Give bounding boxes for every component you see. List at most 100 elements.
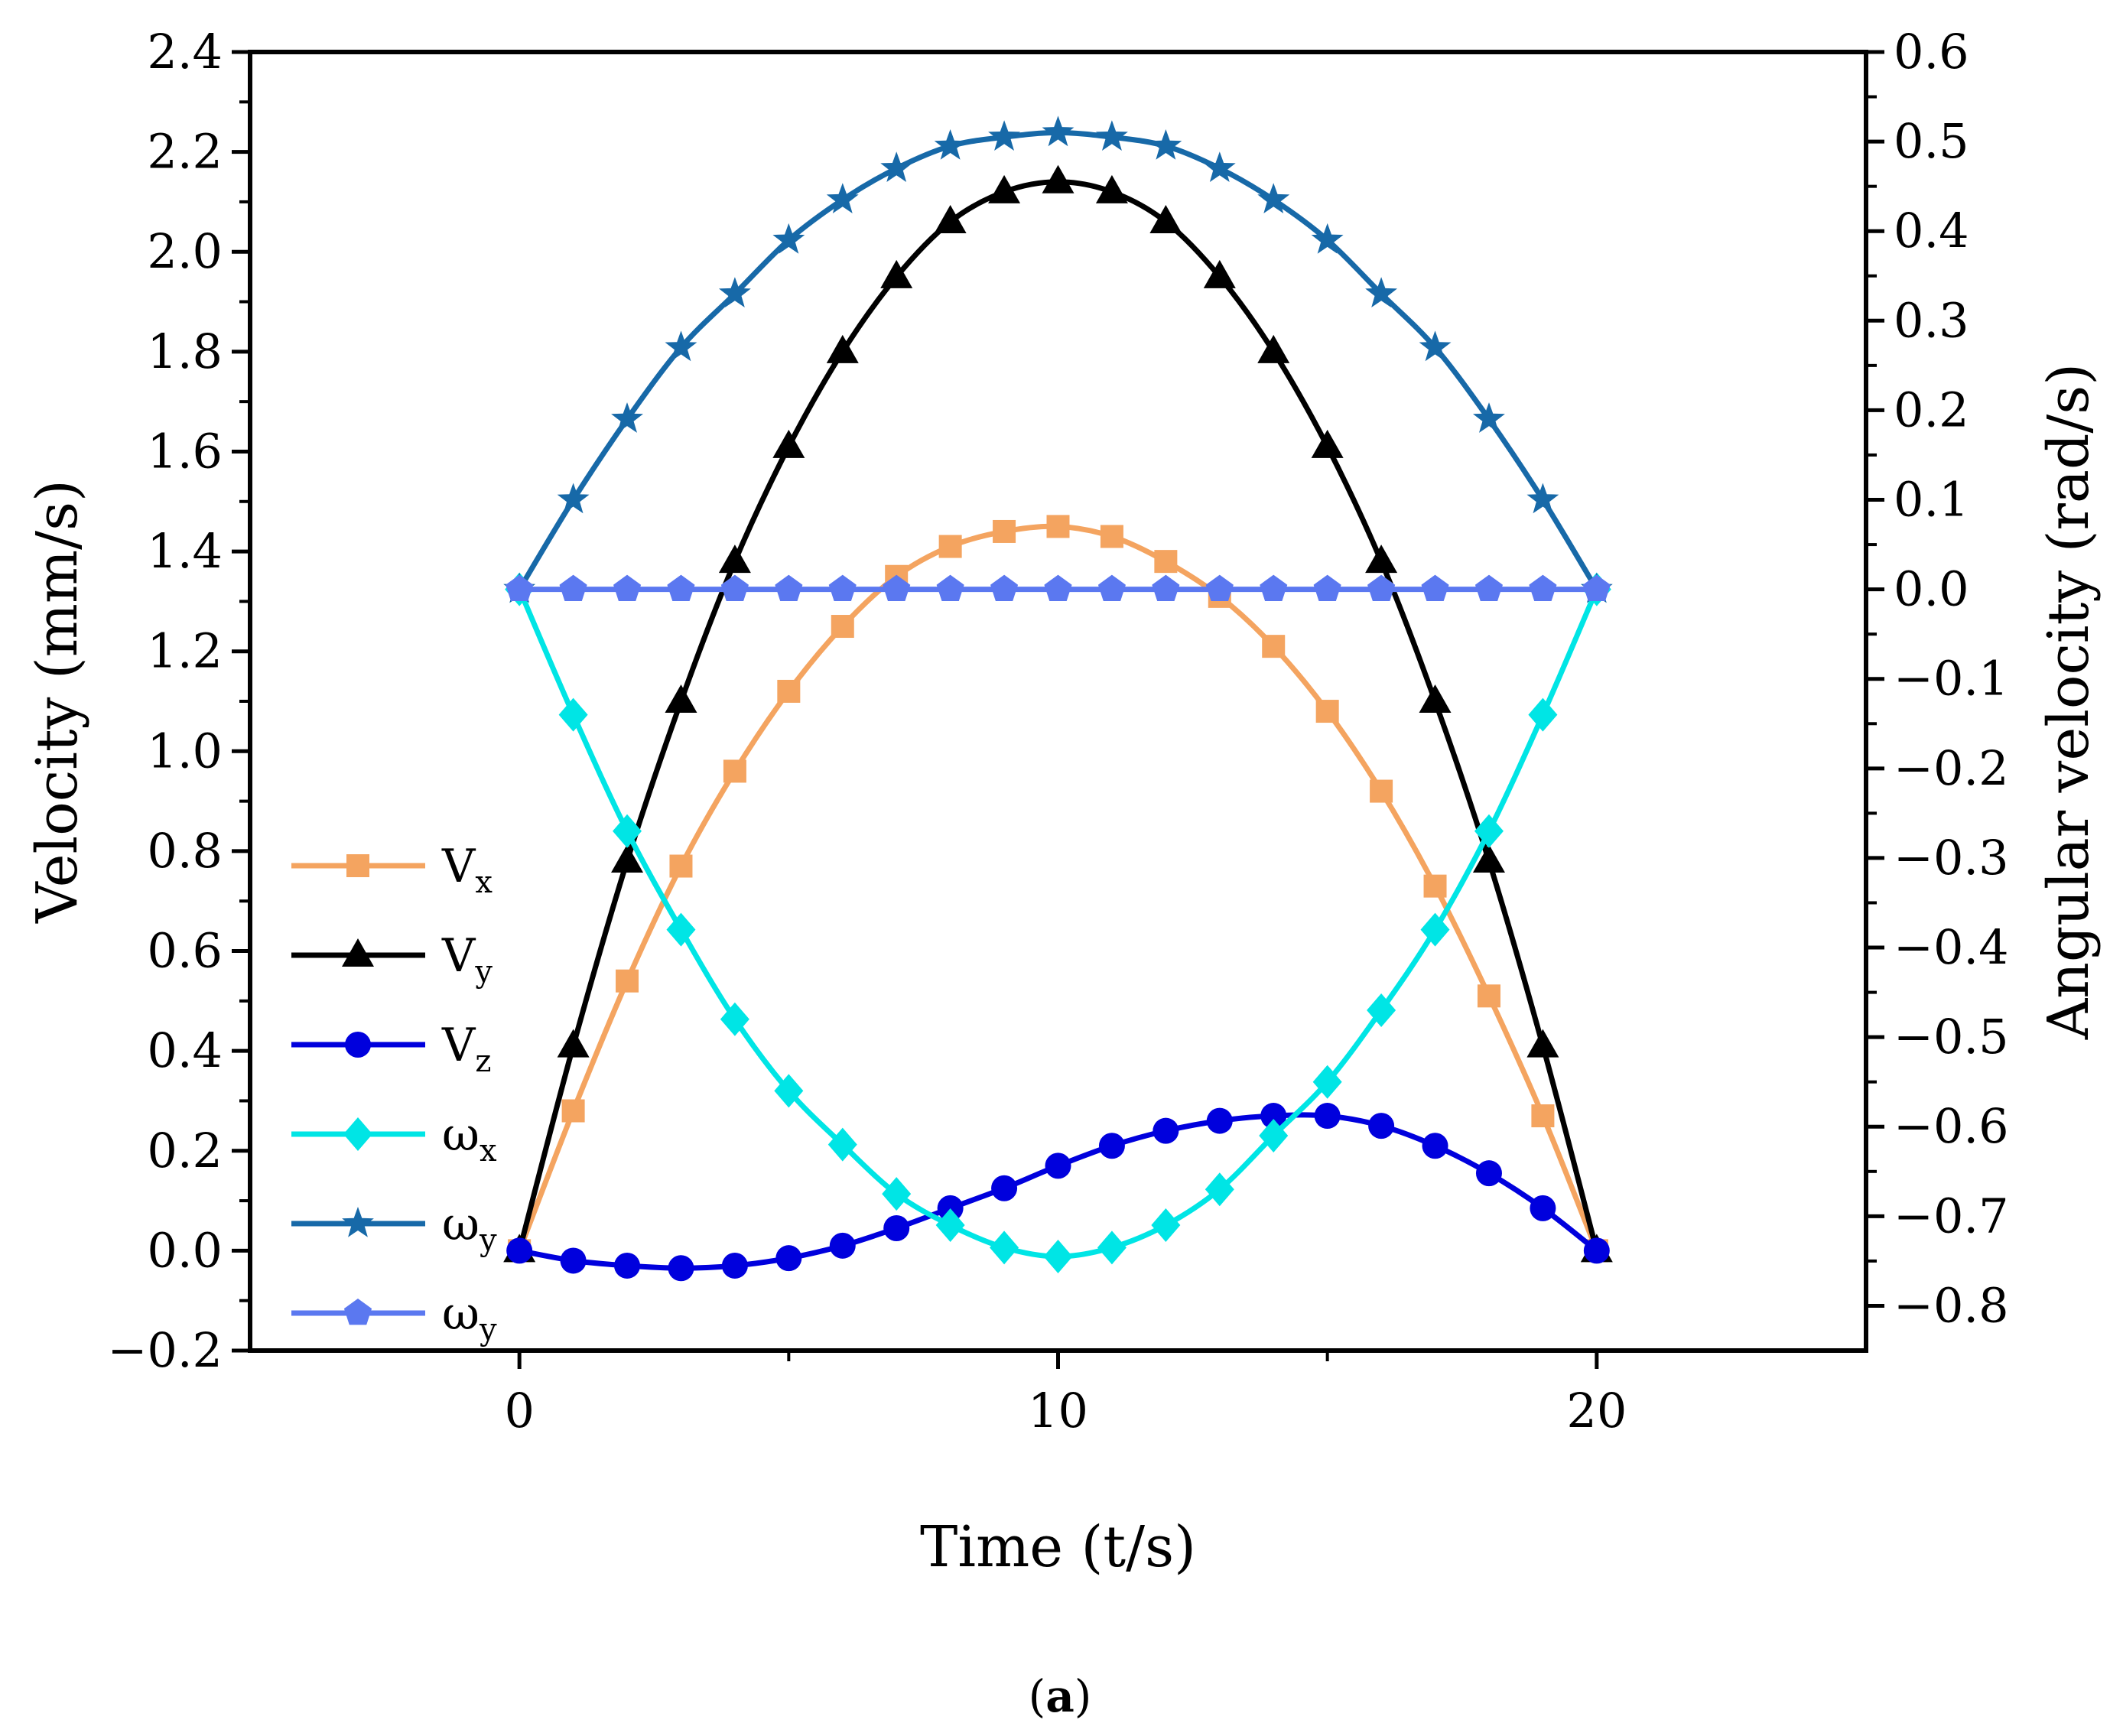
data-point	[991, 1175, 1018, 1201]
y-axis-label: Velocity (mm/s)	[24, 480, 90, 924]
y2-tick-label: 0.3	[1894, 292, 1969, 348]
data-point	[774, 1074, 804, 1108]
y2-tick-label: 0.0	[1894, 561, 1969, 617]
series-4	[505, 572, 1611, 1274]
data-point	[723, 759, 746, 783]
data-point	[772, 223, 805, 254]
data-point	[613, 574, 642, 601]
data-point	[1045, 1152, 1071, 1179]
data-point	[883, 574, 911, 601]
data-point	[1312, 1065, 1342, 1099]
data-point	[1529, 574, 1557, 601]
data-point	[1203, 151, 1236, 182]
legend-marker	[346, 854, 369, 877]
data-point	[826, 334, 859, 363]
data-point	[1530, 1195, 1556, 1221]
caption-open: (	[1029, 1670, 1046, 1722]
data-point	[1257, 183, 1290, 213]
y-tick-label: −0.2	[107, 1322, 223, 1378]
data-point	[1421, 574, 1449, 601]
data-point	[721, 1252, 748, 1279]
data-point	[559, 574, 587, 601]
data-point	[1100, 525, 1123, 548]
series-layer	[503, 115, 1613, 1282]
x-axis-label: Time (t/s)	[920, 1514, 1196, 1580]
legend-symbol: V	[441, 929, 476, 983]
legend-subscript: z	[475, 1044, 491, 1079]
data-point	[611, 844, 644, 873]
figure-caption: (a)	[1029, 1670, 1092, 1722]
data-point	[1153, 1117, 1179, 1144]
data-point	[616, 969, 639, 993]
data-point	[718, 545, 751, 574]
caption-close: )	[1075, 1670, 1092, 1722]
data-point	[719, 277, 751, 307]
data-point	[938, 535, 962, 558]
series-6	[506, 574, 1611, 601]
legend-subscript: x	[475, 865, 493, 900]
data-point	[1315, 700, 1339, 723]
y2-axis-label: Angular velocity (rad/s)	[2036, 363, 2102, 1040]
data-point	[990, 574, 1019, 601]
data-point	[1205, 1172, 1234, 1207]
data-point	[1311, 223, 1344, 254]
legend-marker	[345, 1032, 371, 1058]
data-point	[1472, 844, 1505, 873]
data-point	[506, 574, 534, 601]
data-point	[1314, 1103, 1341, 1130]
data-point	[1526, 483, 1559, 514]
y2-tick-label: 0.4	[1894, 203, 1969, 258]
y-tick-label: 0.4	[147, 1022, 223, 1078]
caption-letter: a	[1045, 1670, 1075, 1722]
data-point	[1257, 334, 1290, 363]
data-point	[669, 854, 693, 878]
legend-symbol: ω	[442, 1287, 480, 1341]
data-point	[988, 120, 1020, 151]
y-tick-label: 0.0	[147, 1222, 223, 1278]
legend-item: Vx	[291, 840, 493, 900]
data-point	[988, 174, 1021, 203]
legend-label: ωy	[442, 1287, 497, 1348]
data-point	[720, 574, 749, 601]
data-point	[826, 183, 859, 213]
data-point	[1043, 1240, 1073, 1274]
data-point	[1531, 1104, 1555, 1128]
data-point	[1203, 259, 1236, 288]
legend-symbol: ω	[442, 1198, 480, 1251]
data-point	[1205, 574, 1234, 601]
legend-marker	[342, 1207, 374, 1237]
x-tick-label: 0	[504, 1383, 534, 1439]
data-point	[1528, 697, 1558, 732]
data-point	[1365, 545, 1398, 574]
x-tick-label: 20	[1566, 1383, 1627, 1439]
data-point	[1152, 574, 1180, 601]
y-tick-label: 1.6	[147, 423, 223, 479]
data-point	[934, 205, 967, 234]
data-point	[1313, 574, 1341, 601]
data-point	[665, 330, 697, 362]
data-point	[935, 1208, 965, 1243]
legend-marker	[343, 1299, 372, 1325]
y2-tick-label: −0.8	[1894, 1277, 2009, 1333]
legend-item: ωx	[291, 1108, 497, 1169]
y2-tick-label: −0.4	[1894, 919, 2009, 975]
legend-label: Vx	[441, 840, 493, 900]
y2-tick-label: 0.5	[1894, 113, 1969, 169]
data-point	[828, 574, 857, 601]
legend-subscript: y	[479, 1223, 497, 1258]
legend-subscript: x	[480, 1133, 497, 1169]
data-point	[1149, 205, 1182, 234]
data-point	[1206, 1107, 1233, 1134]
data-point	[1423, 874, 1447, 898]
data-point	[1422, 1133, 1448, 1159]
data-point	[665, 684, 697, 713]
data-point	[993, 519, 1016, 543]
data-point	[1311, 429, 1344, 458]
data-point	[1419, 684, 1452, 713]
data-point	[831, 615, 854, 639]
data-point	[772, 429, 805, 458]
data-point	[1583, 1237, 1610, 1264]
y2-tick-label: 0.1	[1894, 472, 1969, 528]
